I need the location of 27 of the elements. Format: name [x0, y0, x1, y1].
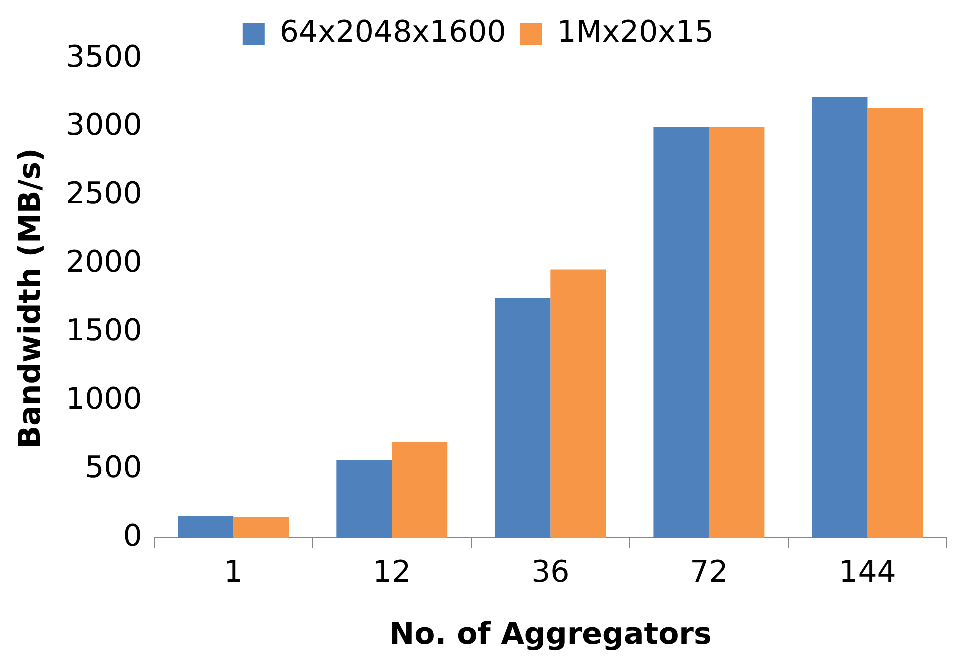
x-tick-label: 12 — [373, 554, 412, 590]
legend-label: 64x2048x1600 — [280, 14, 506, 50]
y-tick-label: 1000 — [66, 382, 142, 417]
x-tick-label: 72 — [690, 554, 728, 590]
y-tick-label: 3000 — [66, 108, 142, 144]
legend-label: 1Mx20x15 — [557, 14, 714, 50]
bar — [234, 517, 290, 538]
y-tick-label: 1500 — [66, 314, 142, 349]
bar — [550, 270, 606, 538]
x-tick-label: 1 — [224, 554, 244, 590]
bar — [178, 516, 234, 538]
x-tick-label: 144 — [839, 554, 896, 590]
bar — [336, 460, 392, 538]
bar — [709, 127, 765, 538]
y-tick-label: 3500 — [66, 40, 142, 75]
y-tick-label: 500 — [85, 450, 142, 486]
y-tick-label: 2000 — [66, 245, 142, 280]
y-tick-label: 0 — [123, 518, 142, 554]
y-axis-title: Bandwidth (MB/s) — [12, 148, 48, 449]
bar — [392, 442, 448, 538]
bar — [654, 127, 710, 538]
x-axis-title: No. of Aggregators — [390, 616, 712, 652]
bar — [868, 108, 924, 538]
bar — [495, 298, 551, 538]
bar — [812, 97, 868, 538]
x-tick-label: 36 — [532, 554, 570, 590]
y-tick-label: 2500 — [66, 176, 142, 212]
